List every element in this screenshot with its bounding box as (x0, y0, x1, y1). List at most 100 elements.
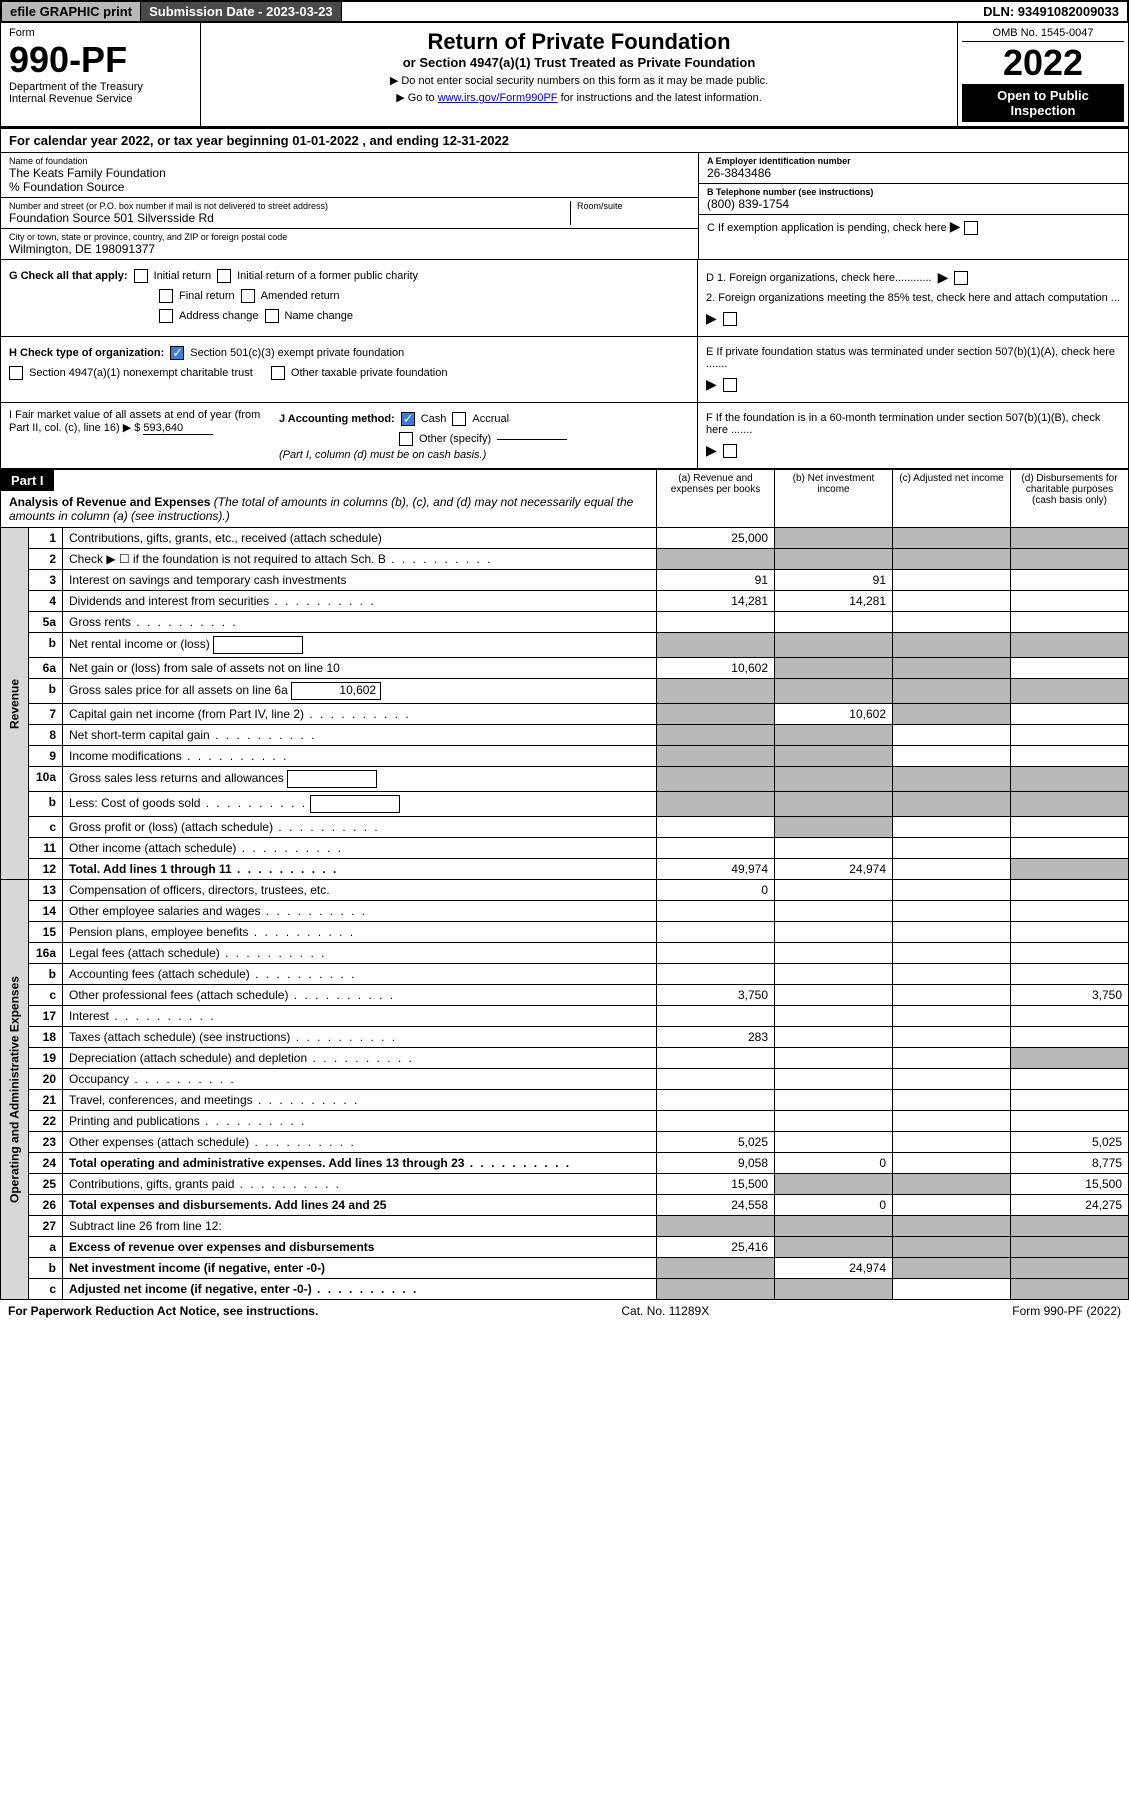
table-row: Revenue1Contributions, gifts, grants, et… (1, 528, 1129, 549)
calendar-year: For calendar year 2022, or tax year begi… (0, 127, 1129, 153)
cell-b: 24,974 (775, 859, 893, 880)
cell-c (893, 679, 1011, 704)
cell-b: 0 (775, 1195, 893, 1216)
table-row: Operating and Administrative Expenses13C… (1, 880, 1129, 901)
cell-c (893, 1090, 1011, 1111)
note-2: ▶ Go to www.irs.gov/Form990PF for instru… (207, 91, 951, 104)
g-initial-former-checkbox[interactable] (217, 269, 231, 283)
cell-d (1011, 1237, 1129, 1258)
row-number: 22 (29, 1111, 63, 1132)
j-label: J Accounting method: (279, 413, 395, 425)
cell-c (893, 1195, 1011, 1216)
table-row: 23Other expenses (attach schedule)5,0255… (1, 1132, 1129, 1153)
form-subtitle: or Section 4947(a)(1) Trust Treated as P… (207, 55, 951, 70)
j-accrual-checkbox[interactable] (452, 412, 466, 426)
cell-d (1011, 633, 1129, 658)
form-title: Return of Private Foundation (207, 29, 951, 55)
c-checkbox[interactable] (964, 221, 978, 235)
cell-a: 283 (657, 1027, 775, 1048)
h-501c3-checkbox[interactable] (170, 346, 184, 360)
footer-left: For Paperwork Reduction Act Notice, see … (8, 1304, 318, 1318)
cell-b (775, 880, 893, 901)
row-desc: Net investment income (if negative, ente… (63, 1258, 657, 1279)
g-name-checkbox[interactable] (265, 309, 279, 323)
row-desc: Compensation of officers, directors, tru… (63, 880, 657, 901)
d1-checkbox[interactable] (954, 271, 968, 285)
efile-print-button[interactable]: efile GRAPHIC print (2, 2, 141, 21)
row-desc: Check ▶ ☐ if the foundation is not requi… (63, 549, 657, 570)
row-desc: Net rental income or (loss) (63, 633, 657, 658)
cell-c (893, 1258, 1011, 1279)
name-label: Name of foundation (9, 156, 690, 166)
cell-d (1011, 679, 1129, 704)
part1-table: Part I Analysis of Revenue and Expenses … (0, 469, 1129, 1300)
d1-label: D 1. Foreign organizations, check here..… (706, 272, 932, 284)
cell-c (893, 1279, 1011, 1300)
cell-d (1011, 767, 1129, 792)
cell-b (775, 549, 893, 570)
table-row: 27Subtract line 26 from line 12: (1, 1216, 1129, 1237)
cell-c (893, 838, 1011, 859)
cell-a: 25,416 (657, 1237, 775, 1258)
g-address-checkbox[interactable] (159, 309, 173, 323)
cell-a: 49,974 (657, 859, 775, 880)
cell-a (657, 746, 775, 767)
cell-c (893, 964, 1011, 985)
cell-b: 14,281 (775, 591, 893, 612)
dln: DLN: 93491082009033 (975, 2, 1127, 21)
cell-d (1011, 943, 1129, 964)
part1-title: Analysis of Revenue and Expenses (9, 495, 210, 509)
d2-checkbox[interactable] (723, 312, 737, 326)
cell-a: 14,281 (657, 591, 775, 612)
cell-c (893, 725, 1011, 746)
g-final-checkbox[interactable] (159, 289, 173, 303)
submission-date: Submission Date - 2023-03-23 (141, 2, 342, 21)
cell-b (775, 1174, 893, 1195)
cell-b (775, 1216, 893, 1237)
foundation-name: The Keats Family Foundation (9, 166, 690, 180)
cell-a: 10,602 (657, 658, 775, 679)
table-row: bLess: Cost of goods sold (1, 792, 1129, 817)
g-initial-checkbox[interactable] (134, 269, 148, 283)
cell-d (1011, 859, 1129, 880)
h-4947-checkbox[interactable] (9, 366, 23, 380)
j-other-checkbox[interactable] (399, 432, 413, 446)
expenses-section-label: Operating and Administrative Expenses (1, 880, 29, 1300)
cell-a (657, 679, 775, 704)
g-amended-checkbox[interactable] (241, 289, 255, 303)
cell-b (775, 658, 893, 679)
j-cash-checkbox[interactable] (401, 412, 415, 426)
row-desc: Other expenses (attach schedule) (63, 1132, 657, 1153)
top-bar: efile GRAPHIC print Submission Date - 20… (0, 0, 1129, 23)
form-number: 990-PF (9, 39, 192, 81)
address: Foundation Source 501 Silversside Rd (9, 211, 570, 225)
col-a-header: (a) Revenue and expenses per books (657, 470, 775, 528)
row-desc: Gross rents (63, 612, 657, 633)
revenue-section-label: Revenue (1, 528, 29, 880)
table-row: 16aLegal fees (attach schedule) (1, 943, 1129, 964)
cell-d (1011, 880, 1129, 901)
f-checkbox[interactable] (723, 444, 737, 458)
cell-c (893, 658, 1011, 679)
row-number: 14 (29, 901, 63, 922)
row-number: b (29, 633, 63, 658)
row-desc: Interest on savings and temporary cash i… (63, 570, 657, 591)
cell-a (657, 964, 775, 985)
e-checkbox[interactable] (723, 378, 737, 392)
cell-d (1011, 792, 1129, 817)
h-other-checkbox[interactable] (271, 366, 285, 380)
cell-d (1011, 658, 1129, 679)
cell-a (657, 1216, 775, 1237)
check-section-g: G Check all that apply: Initial return I… (0, 260, 1129, 337)
cell-b (775, 838, 893, 859)
row-desc: Gross sales price for all assets on line… (63, 679, 657, 704)
row-desc: Accounting fees (attach schedule) (63, 964, 657, 985)
footer-right: Form 990-PF (2022) (1012, 1304, 1121, 1318)
row-number: c (29, 817, 63, 838)
foundation-source: % Foundation Source (9, 180, 690, 194)
cell-b (775, 1111, 893, 1132)
row-number: 26 (29, 1195, 63, 1216)
row-desc: Printing and publications (63, 1111, 657, 1132)
form-link[interactable]: www.irs.gov/Form990PF (438, 92, 558, 104)
row-number: 1 (29, 528, 63, 549)
